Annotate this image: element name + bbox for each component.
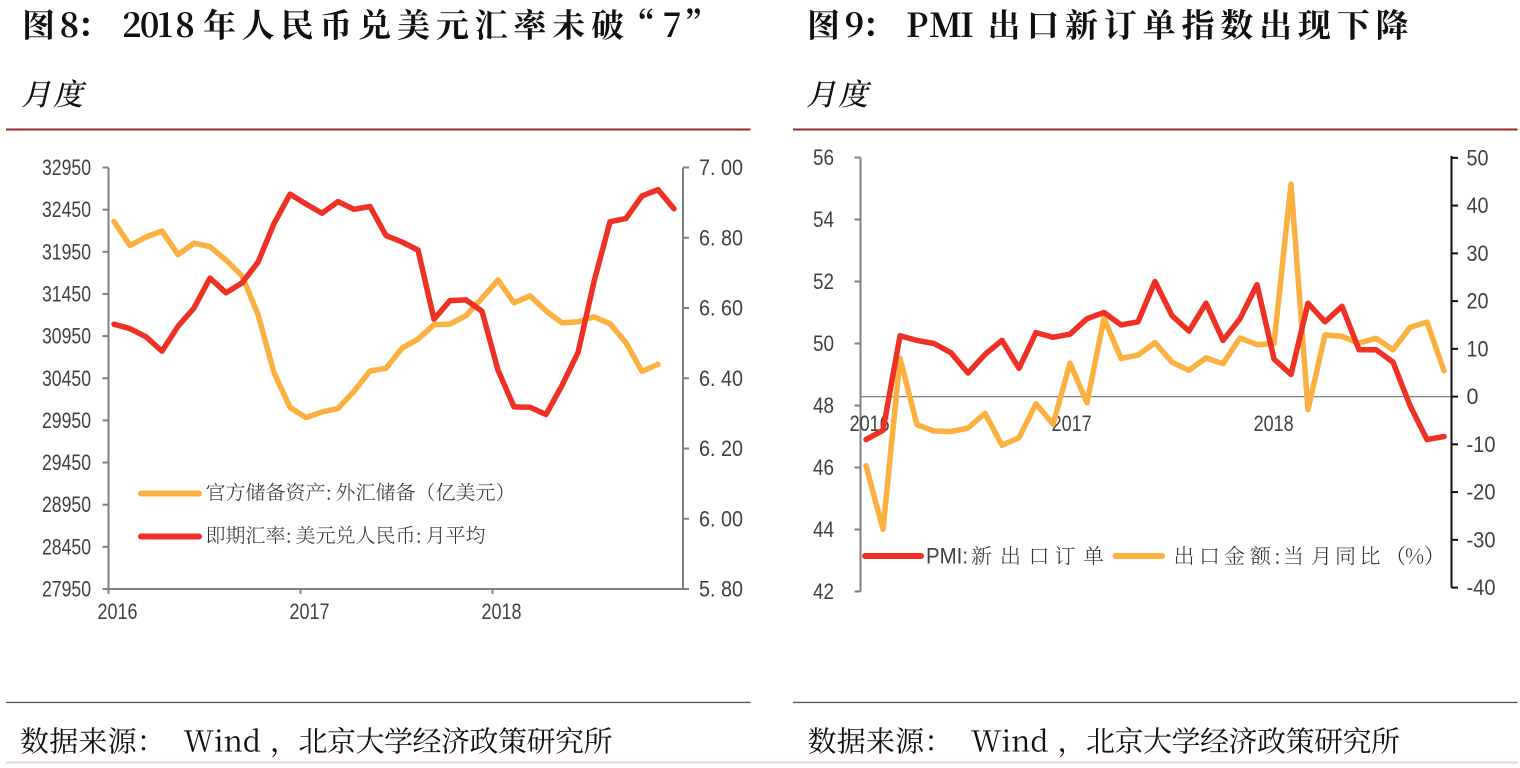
svg-text:-20: -20 [1467,480,1496,505]
svg-text:5. 80: 5. 80 [699,577,743,602]
svg-text:30: 30 [1467,241,1489,266]
svg-text:56: 56 [813,145,834,170]
svg-text:-30: -30 [1467,527,1496,552]
svg-text:6. 60: 6. 60 [699,296,743,321]
svg-text:32950: 32950 [42,155,91,180]
svg-text:28450: 28450 [42,534,91,559]
svg-text:27950: 27950 [42,577,91,602]
svg-text:-10: -10 [1467,432,1496,457]
svg-text:30950: 30950 [42,324,91,349]
svg-text:2018: 2018 [1254,411,1294,436]
svg-text:2017: 2017 [290,599,330,624]
svg-text:46: 46 [813,455,834,480]
svg-text:50: 50 [1467,145,1489,170]
svg-text:6. 20: 6. 20 [699,436,743,461]
svg-text:2016: 2016 [98,599,138,624]
svg-text:7. 00: 7. 00 [699,155,743,180]
svg-text:54: 54 [813,207,834,232]
svg-text:29950: 29950 [42,408,91,433]
svg-text:6. 40: 6. 40 [699,366,743,391]
svg-text:48: 48 [813,393,834,418]
svg-text:0: 0 [1467,384,1479,409]
svg-text:29450: 29450 [42,450,91,475]
svg-text:6. 00: 6. 00 [699,506,743,531]
svg-text:42: 42 [813,579,834,604]
svg-text:50: 50 [813,331,834,356]
svg-text:PMI:: PMI: [926,544,968,569]
svg-text:-40: -40 [1467,575,1496,600]
svg-text:10: 10 [1467,336,1489,361]
svg-text:20: 20 [1467,289,1489,314]
svg-text:6. 80: 6. 80 [699,225,743,250]
svg-text:31450: 31450 [42,281,91,306]
svg-text:31950: 31950 [42,239,91,264]
svg-text:30450: 30450 [42,366,91,391]
svg-text:28950: 28950 [42,492,91,517]
svg-text:2018: 2018 [482,599,522,624]
svg-text:40: 40 [1467,193,1489,218]
svg-text:52: 52 [813,269,834,294]
svg-text:32450: 32450 [42,197,91,222]
svg-text:44: 44 [813,517,834,542]
